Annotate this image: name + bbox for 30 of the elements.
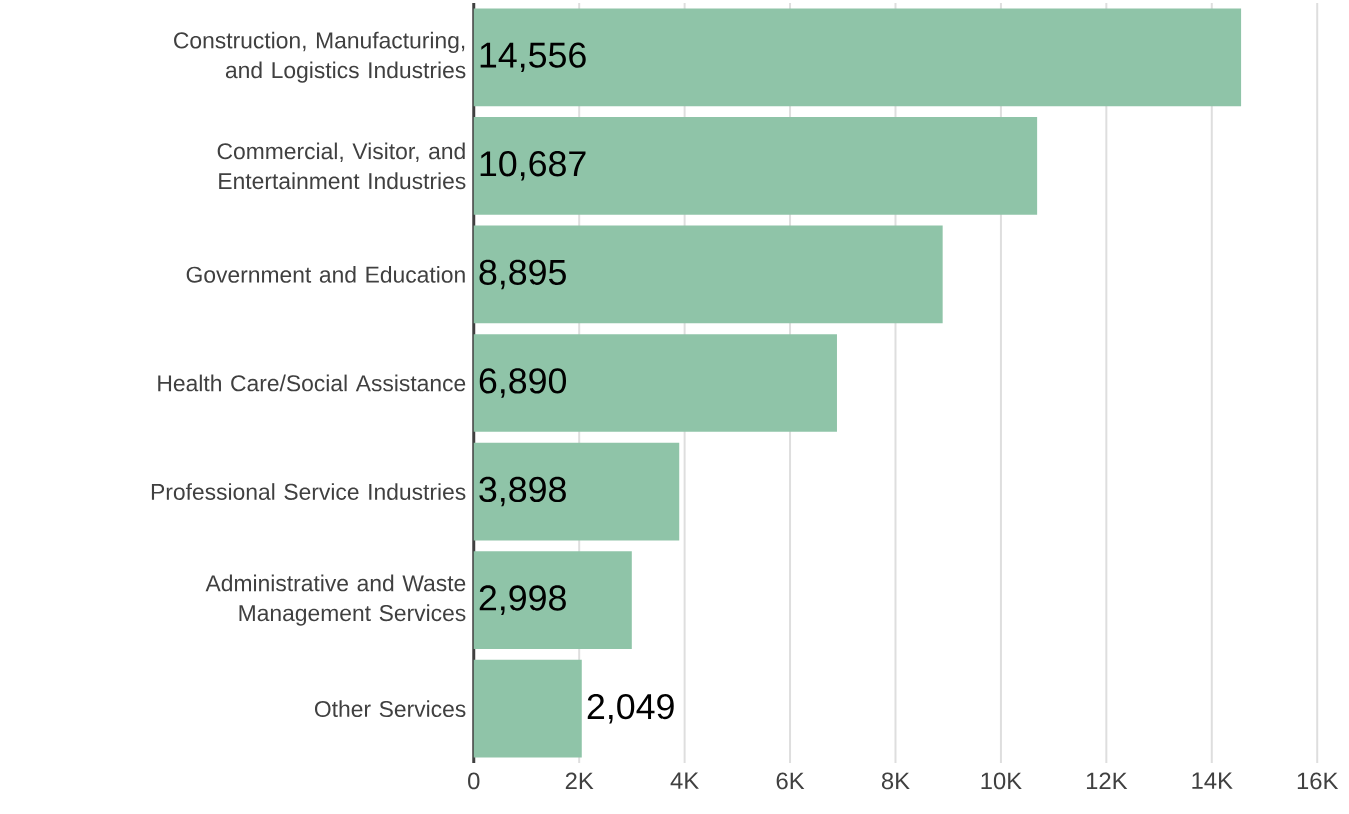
bar bbox=[473, 660, 582, 758]
y-tick-label: Commercial, Visitor, and Entertainment Industries bbox=[217, 142, 466, 190]
data-label: 10,687 bbox=[480, 151, 586, 181]
data-label: 3,898 bbox=[479, 476, 566, 507]
bar bbox=[473, 334, 837, 433]
data-label: 14,556 bbox=[480, 42, 586, 73]
data-label: 6,890 bbox=[479, 368, 567, 398]
x-tick-label: 0 bbox=[468, 772, 480, 790]
x-tick-label: 12K bbox=[1086, 772, 1128, 790]
x-tick-label: 6K bbox=[776, 772, 805, 790]
x-tick-label: 10K bbox=[981, 772, 1022, 790]
x-tick-label: 4K bbox=[670, 772, 699, 790]
bar bbox=[473, 117, 1038, 215]
y-tick-label: Health Care/Social Assistance bbox=[158, 374, 466, 392]
y-tick-label: Other Services bbox=[314, 700, 466, 718]
bar bbox=[473, 8, 1242, 107]
bar bbox=[473, 442, 680, 541]
x-tick-label: 16K bbox=[1297, 772, 1339, 790]
bar bbox=[473, 551, 632, 650]
x-tick-label: 14K bbox=[1192, 772, 1233, 790]
y-tick-label: Construction, Manufacturing, and Logistics Industries bbox=[174, 31, 466, 83]
y-tick-label: Professional Service Industries bbox=[151, 483, 466, 501]
data-label: 2,049 bbox=[587, 694, 674, 724]
y-tick-label: Administrative and Waste Management Services bbox=[205, 574, 466, 626]
x-tick-label: 8K bbox=[881, 772, 910, 790]
y-tick-label: Government and Education bbox=[186, 266, 465, 283]
x-tick-label: 2K bbox=[565, 772, 594, 790]
bar bbox=[473, 225, 943, 324]
data-label: 8,895 bbox=[479, 259, 566, 290]
data-label: 2,998 bbox=[479, 585, 566, 616]
